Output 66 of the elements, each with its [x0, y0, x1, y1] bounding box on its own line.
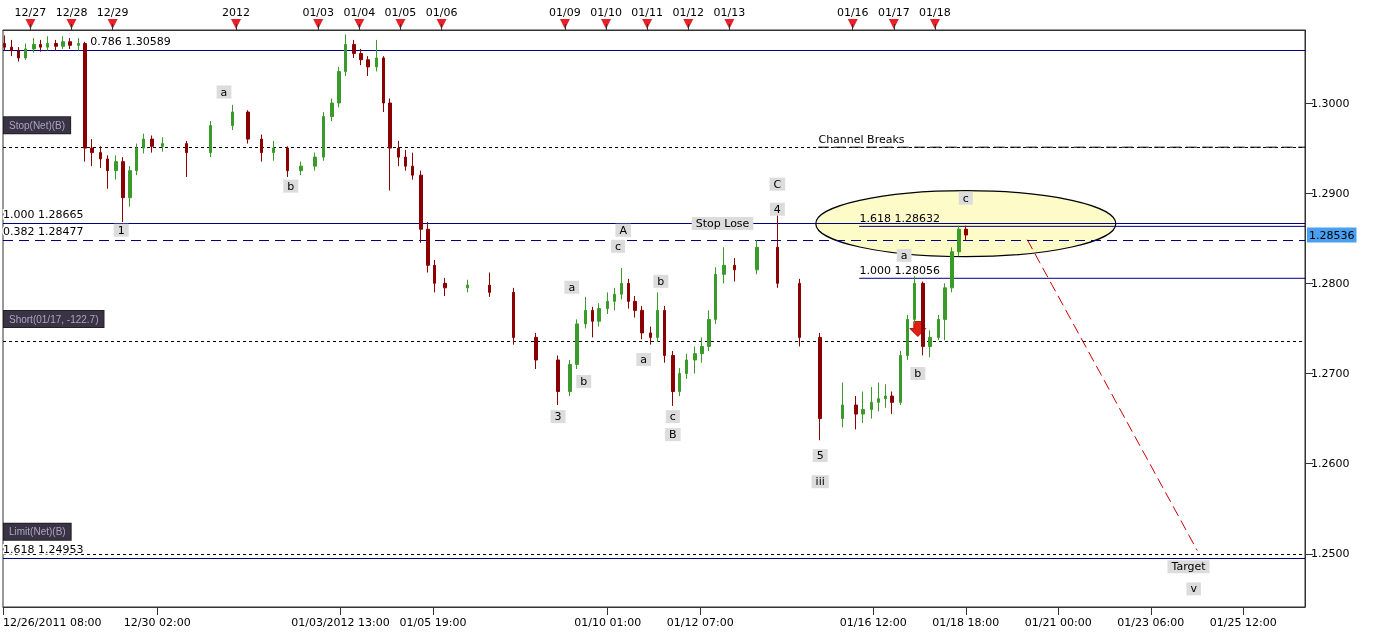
ref-line-label: Short(01/17, -122.7): [9, 313, 99, 325]
x2-tick-label: 01/17: [877, 6, 910, 19]
series-label: 1.618 1.28632: [859, 212, 941, 226]
y-tick-label: 1.2900: [1311, 186, 1350, 200]
annotation: 3: [554, 410, 562, 424]
x-tick-label: 01/25 12:00: [1209, 616, 1277, 629]
annotation: Target: [1170, 560, 1207, 574]
annotation: c: [614, 239, 622, 253]
x-tick-label: 01/12 07:00: [666, 616, 734, 629]
x2-tick-label: 12/28: [55, 6, 88, 19]
x-tick-label: 01/18 18:00: [932, 616, 1000, 629]
y-tick-label: 1.2600: [1311, 457, 1350, 471]
ref-line-label: 1.618 1.24953: [3, 543, 84, 557]
x-tick-label: 01/23 06:00: [1117, 616, 1185, 629]
annotation: B: [669, 428, 677, 442]
x2-tick-label: 01/13: [713, 6, 746, 19]
annotation: b: [287, 179, 295, 193]
annotation: b: [580, 375, 588, 389]
x2-tick-label: 01/12: [672, 6, 705, 19]
annotation: b: [914, 367, 922, 380]
ref-line-label: Limit(Net)(B): [9, 526, 66, 538]
x2-tick-label: 2012: [221, 6, 250, 19]
x2-tick-label: 01/11: [631, 6, 663, 19]
annotation: C: [773, 177, 782, 191]
annotation: a: [900, 248, 908, 262]
y-tick-label: 1.2500: [1311, 547, 1350, 561]
series-label: Channel Breaks: [818, 133, 905, 147]
annotation: a: [568, 280, 576, 294]
annotation: b: [657, 274, 665, 288]
annotation: 1: [117, 223, 125, 237]
annotation: c: [669, 410, 676, 424]
annotation: 5: [816, 449, 824, 463]
x2-tick-label: 01/06: [425, 6, 458, 19]
annotation: v: [1190, 582, 1198, 596]
x2-tick-label: 01/10: [590, 6, 622, 19]
annotation: c: [962, 191, 969, 205]
y-tick-label: 1.2700: [1311, 367, 1350, 380]
y-tick-label: 1.2800: [1311, 276, 1350, 290]
series-label: 1.000 1.28056: [859, 264, 941, 278]
x-tick-label: 12/30 02:00: [123, 616, 191, 629]
x2-tick-label: 01/18: [919, 6, 951, 19]
x2-tick-label: 12/29: [96, 6, 129, 19]
text: 1.28536: [1309, 228, 1355, 242]
ref-line-label: 0.382 1.28477: [3, 225, 84, 239]
x2-tick-label: 01/05: [384, 6, 417, 19]
ref-line-label: 1.000 1.28665: [3, 208, 84, 222]
x2-tick-label: 01/03: [302, 6, 335, 19]
x-tick-label: 01/03/2012 13:00: [291, 616, 390, 629]
y-tick-label: 1.3000: [1311, 96, 1350, 110]
annotation: A: [619, 223, 628, 237]
x2-tick-label: 01/16: [836, 6, 869, 19]
x2-tick-label: 01/04: [343, 6, 376, 19]
annotation: iii: [815, 475, 825, 489]
x-tick-label: 12/26/2011 08:00: [3, 616, 102, 629]
x-tick-label: 01/05 19:00: [399, 616, 467, 629]
x-tick-label: 01/16 12:00: [839, 616, 907, 629]
annotation: a: [640, 352, 648, 366]
ref-line-label: 0.786 1.30589: [90, 34, 171, 48]
ref-line-label: Stop(Net)(B): [9, 119, 66, 131]
x-tick-label: 01/10 01:00: [574, 616, 642, 629]
annotation: Stop Lose: [695, 216, 750, 230]
annotation: a: [220, 85, 228, 99]
x2-tick-label: 01/09: [549, 6, 581, 19]
x2-tick-label: 12/27: [14, 6, 47, 19]
x-tick-label: 01/21 00:00: [1024, 616, 1092, 629]
annotation: 4: [773, 202, 781, 216]
